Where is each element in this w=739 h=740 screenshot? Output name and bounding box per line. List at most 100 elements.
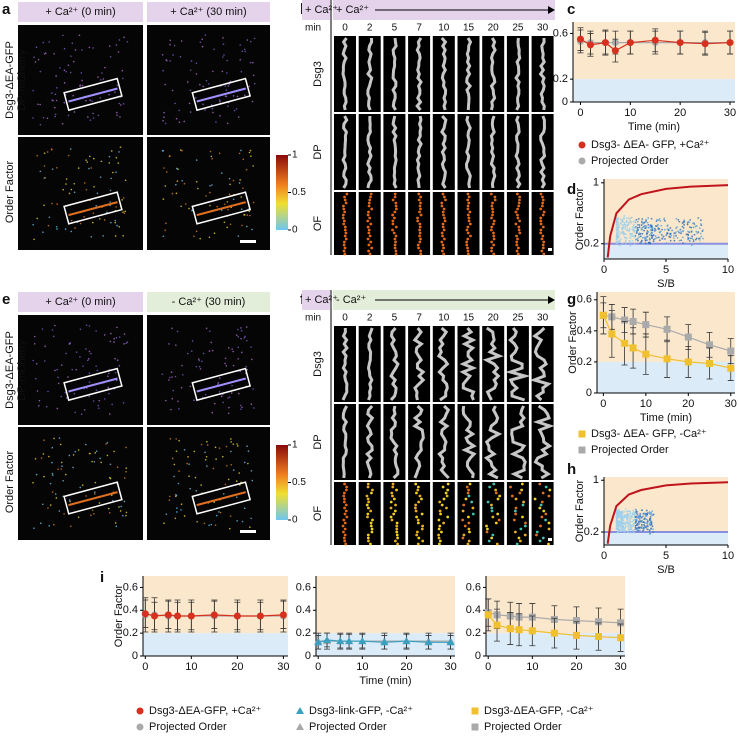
micrograph bbox=[147, 25, 270, 135]
signal bbox=[92, 112, 94, 115]
signal bbox=[243, 461, 246, 464]
cloud-point bbox=[627, 517, 630, 519]
signal bbox=[57, 382, 60, 385]
micrograph bbox=[18, 315, 143, 425]
cloud-point bbox=[627, 531, 630, 533]
signal bbox=[106, 454, 109, 457]
cloud-point bbox=[687, 230, 689, 233]
signal bbox=[104, 66, 106, 69]
signal bbox=[239, 58, 242, 61]
marker bbox=[621, 316, 629, 324]
signal bbox=[38, 399, 41, 402]
y-tick-label: 0 bbox=[562, 96, 568, 108]
signal bbox=[235, 496, 238, 498]
signal bbox=[201, 360, 203, 363]
of-dot bbox=[343, 527, 347, 531]
signal bbox=[51, 329, 54, 331]
signal bbox=[56, 203, 58, 205]
signal bbox=[224, 95, 227, 97]
of-dot bbox=[343, 225, 347, 229]
cloud-point bbox=[616, 219, 619, 222]
signal bbox=[206, 440, 208, 443]
marker bbox=[572, 617, 580, 625]
signal bbox=[222, 56, 224, 58]
signal bbox=[226, 201, 229, 203]
cloud-point bbox=[681, 225, 684, 228]
cloud-point bbox=[647, 217, 650, 219]
of-dot bbox=[490, 536, 494, 540]
of-dot bbox=[466, 542, 470, 546]
signal bbox=[229, 515, 232, 517]
signal bbox=[168, 379, 170, 381]
cloud-point bbox=[633, 234, 636, 237]
signal bbox=[230, 392, 233, 394]
marker bbox=[642, 321, 650, 329]
cloud-point bbox=[645, 521, 647, 524]
roi-box bbox=[191, 367, 252, 402]
cloud-point bbox=[688, 226, 691, 229]
cloud-point bbox=[692, 240, 695, 243]
x-tick-label: 0 bbox=[577, 107, 583, 119]
signal bbox=[204, 109, 206, 111]
of-dot bbox=[490, 216, 493, 220]
of-dot bbox=[369, 222, 373, 226]
cloud-point bbox=[626, 515, 628, 518]
signal bbox=[205, 79, 208, 82]
cloud-point bbox=[639, 242, 642, 245]
cloud-point bbox=[646, 221, 649, 224]
signal bbox=[250, 358, 253, 361]
x-tick-label: 0 bbox=[142, 661, 148, 673]
signal bbox=[89, 99, 91, 101]
signal bbox=[210, 155, 213, 158]
of-dot bbox=[516, 207, 519, 211]
cloud-point bbox=[675, 217, 678, 220]
x-axis-label: S/B bbox=[657, 278, 675, 290]
time-tick: 30 bbox=[537, 313, 549, 324]
signal bbox=[219, 100, 221, 103]
cloud-point bbox=[644, 526, 647, 529]
signal bbox=[178, 407, 180, 410]
of-dot bbox=[496, 497, 500, 501]
signal bbox=[204, 458, 207, 461]
signal bbox=[74, 450, 77, 453]
signal bbox=[57, 468, 59, 470]
of-dot bbox=[535, 530, 539, 534]
of-dot bbox=[541, 491, 545, 495]
signal bbox=[244, 335, 246, 338]
of-dot bbox=[498, 494, 502, 498]
cloud-point bbox=[643, 236, 646, 239]
of-dot bbox=[343, 228, 347, 232]
signal bbox=[190, 350, 193, 352]
of-dot bbox=[492, 482, 496, 486]
of-dot bbox=[367, 249, 370, 253]
junction bbox=[529, 326, 552, 402]
signal bbox=[104, 398, 106, 400]
signal bbox=[208, 83, 210, 85]
signal bbox=[165, 171, 168, 173]
of-dot bbox=[342, 518, 346, 522]
of-dot bbox=[539, 192, 543, 196]
signal bbox=[214, 524, 217, 526]
of-dot bbox=[366, 512, 370, 516]
time-tick: 5 bbox=[392, 23, 398, 34]
of-dot bbox=[413, 506, 417, 510]
junction bbox=[440, 36, 448, 111]
signal bbox=[93, 185, 95, 188]
signal bbox=[248, 151, 251, 154]
x-tick-label: 10 bbox=[722, 550, 734, 562]
time-tick: 30 bbox=[537, 23, 549, 34]
signal bbox=[95, 365, 97, 367]
cloud-point bbox=[649, 513, 652, 516]
cloud-point bbox=[651, 237, 653, 239]
signal bbox=[109, 189, 112, 192]
curve bbox=[606, 184, 729, 258]
of-dot bbox=[440, 503, 444, 507]
header: + Ca²⁺ (0 min) bbox=[45, 6, 115, 18]
marker bbox=[578, 141, 586, 149]
cloud-point bbox=[617, 508, 620, 511]
signal bbox=[202, 85, 204, 88]
of-dot bbox=[485, 530, 489, 534]
x-tick-label: 5 bbox=[663, 550, 669, 562]
cloud-point bbox=[647, 242, 650, 244]
signal bbox=[178, 121, 181, 124]
